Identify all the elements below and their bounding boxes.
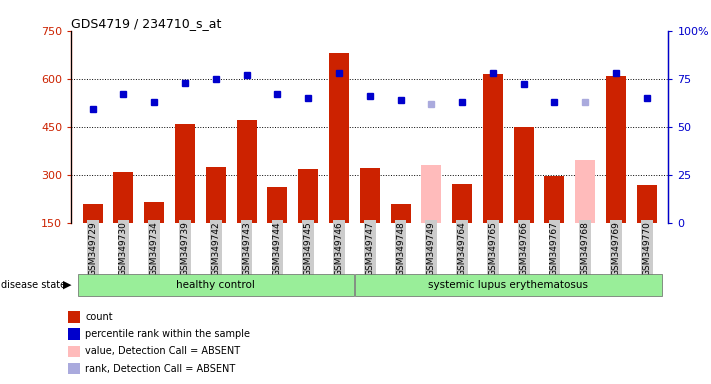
Bar bbox=[298, 169, 318, 223]
Text: GSM349769: GSM349769 bbox=[611, 221, 621, 276]
Bar bbox=[205, 167, 226, 223]
Text: ▶: ▶ bbox=[63, 280, 71, 290]
Text: GSM349768: GSM349768 bbox=[581, 221, 589, 276]
Text: GSM349766: GSM349766 bbox=[519, 221, 528, 276]
Bar bbox=[483, 74, 503, 223]
Text: rank, Detection Call = ABSENT: rank, Detection Call = ABSENT bbox=[85, 364, 235, 374]
Text: systemic lupus erythematosus: systemic lupus erythematosus bbox=[428, 280, 588, 290]
Bar bbox=[82, 204, 102, 223]
Bar bbox=[637, 185, 657, 223]
Bar bbox=[575, 161, 595, 223]
Text: GSM349764: GSM349764 bbox=[458, 221, 466, 276]
Text: GSM349749: GSM349749 bbox=[427, 221, 436, 276]
Text: GDS4719 / 234710_s_at: GDS4719 / 234710_s_at bbox=[71, 17, 221, 30]
Text: healthy control: healthy control bbox=[176, 280, 255, 290]
Text: GSM349729: GSM349729 bbox=[88, 221, 97, 276]
Text: GSM349765: GSM349765 bbox=[488, 221, 498, 276]
Bar bbox=[513, 127, 534, 223]
Text: GSM349743: GSM349743 bbox=[242, 221, 251, 276]
Bar bbox=[360, 168, 380, 223]
Text: GSM349746: GSM349746 bbox=[334, 221, 343, 276]
Bar bbox=[267, 187, 287, 223]
Text: GSM349739: GSM349739 bbox=[181, 221, 190, 276]
Text: GSM349767: GSM349767 bbox=[550, 221, 559, 276]
Bar bbox=[114, 172, 134, 223]
Text: GSM349730: GSM349730 bbox=[119, 221, 128, 276]
Bar bbox=[144, 202, 164, 223]
Bar bbox=[175, 124, 195, 223]
Text: value, Detection Call = ABSENT: value, Detection Call = ABSENT bbox=[85, 346, 240, 356]
FancyBboxPatch shape bbox=[355, 274, 661, 296]
Text: GSM349770: GSM349770 bbox=[642, 221, 651, 276]
Bar bbox=[422, 165, 442, 223]
Text: GSM349742: GSM349742 bbox=[211, 221, 220, 276]
Bar bbox=[545, 176, 565, 223]
Text: GSM349744: GSM349744 bbox=[273, 221, 282, 276]
Bar bbox=[452, 184, 472, 223]
Text: count: count bbox=[85, 312, 113, 322]
Text: disease state: disease state bbox=[1, 280, 66, 290]
Text: GSM349747: GSM349747 bbox=[365, 221, 374, 276]
Bar bbox=[329, 53, 349, 223]
Text: GSM349745: GSM349745 bbox=[304, 221, 313, 276]
Text: GSM349734: GSM349734 bbox=[150, 221, 159, 276]
Text: GSM349748: GSM349748 bbox=[396, 221, 405, 276]
Text: percentile rank within the sample: percentile rank within the sample bbox=[85, 329, 250, 339]
FancyBboxPatch shape bbox=[78, 274, 353, 296]
Bar bbox=[606, 76, 626, 223]
Bar bbox=[237, 120, 257, 223]
Bar bbox=[390, 204, 410, 223]
